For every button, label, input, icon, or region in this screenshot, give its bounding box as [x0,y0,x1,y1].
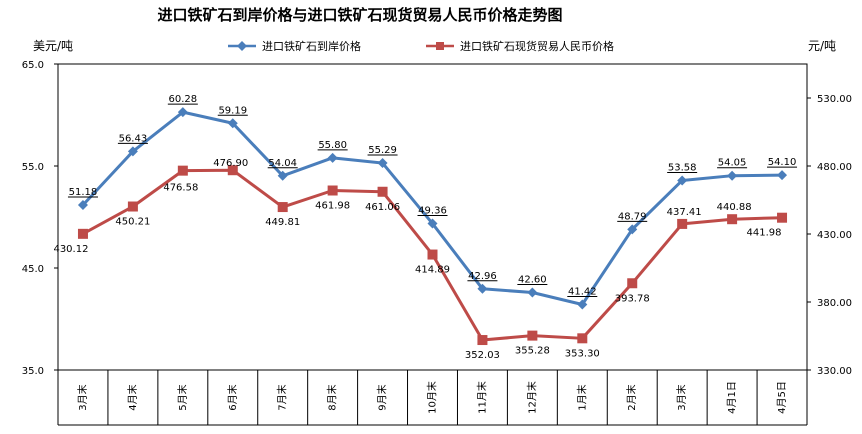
legend: 进口铁矿石到岸价格 进口铁矿石现货贸易人民币价格 [228,39,614,53]
data-point-1 [427,218,438,229]
data-point-1 [527,287,538,298]
data-point-2 [777,212,788,223]
data-label-series-2: 355.28 [515,346,550,357]
data-label-series-2: 437.41 [667,207,702,218]
data-point-2 [727,214,738,225]
data-point-2 [477,335,488,346]
data-point-1 [77,199,88,210]
data-point-1 [227,118,238,129]
x-tick-label: 5月末 [176,384,189,410]
data-label-series-2: 430.12 [53,244,88,255]
data-label-series-2: 414.89 [415,265,450,276]
data-point-2 [527,330,538,341]
data-point-1 [727,170,738,181]
data-label-series-2: 393.78 [615,293,650,304]
x-tick-label: 1月末 [575,384,588,410]
data-label-series-2: 440.88 [717,202,752,213]
legend-swatch-marker-1 [237,41,247,51]
data-label-series-1: 55.80 [318,140,347,151]
data-point-1 [627,224,638,235]
x-tick-label: 4月末 [126,384,139,410]
data-point-2 [77,228,88,239]
x-tick-label: 3月末 [76,384,89,410]
x-tick-label: 10月末 [426,381,439,414]
y-left-tick-label: 35.0 [22,366,44,377]
data-label-series-2: 476.90 [213,158,248,169]
x-tick-label: 6月末 [226,384,239,410]
x-tick-label: 2月末 [625,384,638,410]
plot-area [57,63,808,371]
y-left-tick-label: 55.0 [22,162,44,173]
data-point-2 [227,165,238,176]
data-point-2 [277,202,288,213]
data-label-series-1: 60.28 [169,94,198,105]
x-tick-label: 4月5日 [776,381,788,414]
data-label-series-2: 449.81 [265,217,300,228]
data-point-2 [577,333,588,344]
right-axis-unit: 元/吨 [808,39,836,53]
data-labels: 51.18 56.43 60.28 59.19 54.04 55.80 55.29 49.36… [53,94,798,361]
x-tick-label: 12月末 [525,381,538,414]
x-tick-label: 11月末 [475,381,488,414]
y-right-tick-label: 380.00 [817,298,852,309]
data-point-1 [777,170,788,181]
data-label-series-1: 49.36 [418,206,447,217]
data-label-series-1: 54.05 [718,158,747,169]
legend-swatch-marker-2 [436,42,444,50]
data-point-1 [327,152,338,163]
data-label-series-2: 461.98 [315,201,350,212]
left-axis-unit: 美元/吨 [33,39,73,53]
y-left-tick-label: 65.0 [22,60,44,71]
y-right-tick-label: 480.00 [817,162,852,173]
data-point-1 [377,158,388,169]
data-point-2 [127,201,138,212]
data-label-series-1: 54.04 [268,158,297,169]
data-label-series-1: 48.79 [618,211,647,222]
data-point-1 [677,175,688,186]
data-label-series-1: 41.42 [568,287,597,298]
data-point-1 [477,283,488,294]
data-point-1 [277,170,288,181]
data-label-series-1: 53.58 [668,162,697,173]
data-point-2 [377,186,388,197]
data-label-series-2: 352.03 [465,350,500,361]
y-right-tick-label: 330.00 [817,366,852,377]
plot-border [57,63,808,371]
data-label-series-1: 42.96 [468,271,497,282]
x-tick-label: 7月末 [276,384,289,410]
data-label-series-2: 353.30 [565,348,600,359]
x-tick-label: 4月1日 [726,381,738,414]
data-point-2 [627,278,638,289]
data-label-series-2: 441.98 [747,228,782,239]
y-right-tick-label: 530.00 [817,94,852,105]
data-label-series-1: 54.10 [768,157,797,168]
y-right-tick-label: 430.00 [817,230,852,241]
y-left-tick-label: 45.0 [22,264,44,275]
data-label-series-2: 476.58 [163,183,198,194]
data-label-series-1: 51.18 [69,187,98,198]
data-label-series-1: 42.60 [518,274,547,285]
data-point-2 [427,249,438,260]
data-point-2 [327,185,338,196]
data-label-series-2: 461.06 [365,202,400,213]
data-point-1 [577,299,588,310]
x-tick-label: 8月末 [326,384,339,410]
series-layer [77,107,788,346]
x-tick-label: 3月末 [675,384,688,410]
legend-label-1: 进口铁矿石到岸价格 [262,39,361,53]
legend-label-2: 进口铁矿石现货贸易人民币价格 [460,39,614,53]
data-label-series-1: 55.29 [368,145,397,156]
data-point-2 [677,218,688,229]
data-point-2 [177,165,188,176]
data-label-series-1: 56.43 [119,133,148,144]
data-point-1 [127,146,138,157]
data-point-1 [177,107,188,118]
chart-title: 进口铁矿石到岸价格与进口铁矿石现货贸易人民币价格走势图 [157,6,562,24]
x-tick-label: 9月末 [376,384,389,410]
data-label-series-2: 450.21 [115,217,150,228]
data-label-series-1: 59.19 [218,105,247,116]
axes: 3月末 4月末 5月末 6月末 7月末 8月末 9月末 10月末 11月末 12月末 1月末 2月末 3… [22,60,852,426]
